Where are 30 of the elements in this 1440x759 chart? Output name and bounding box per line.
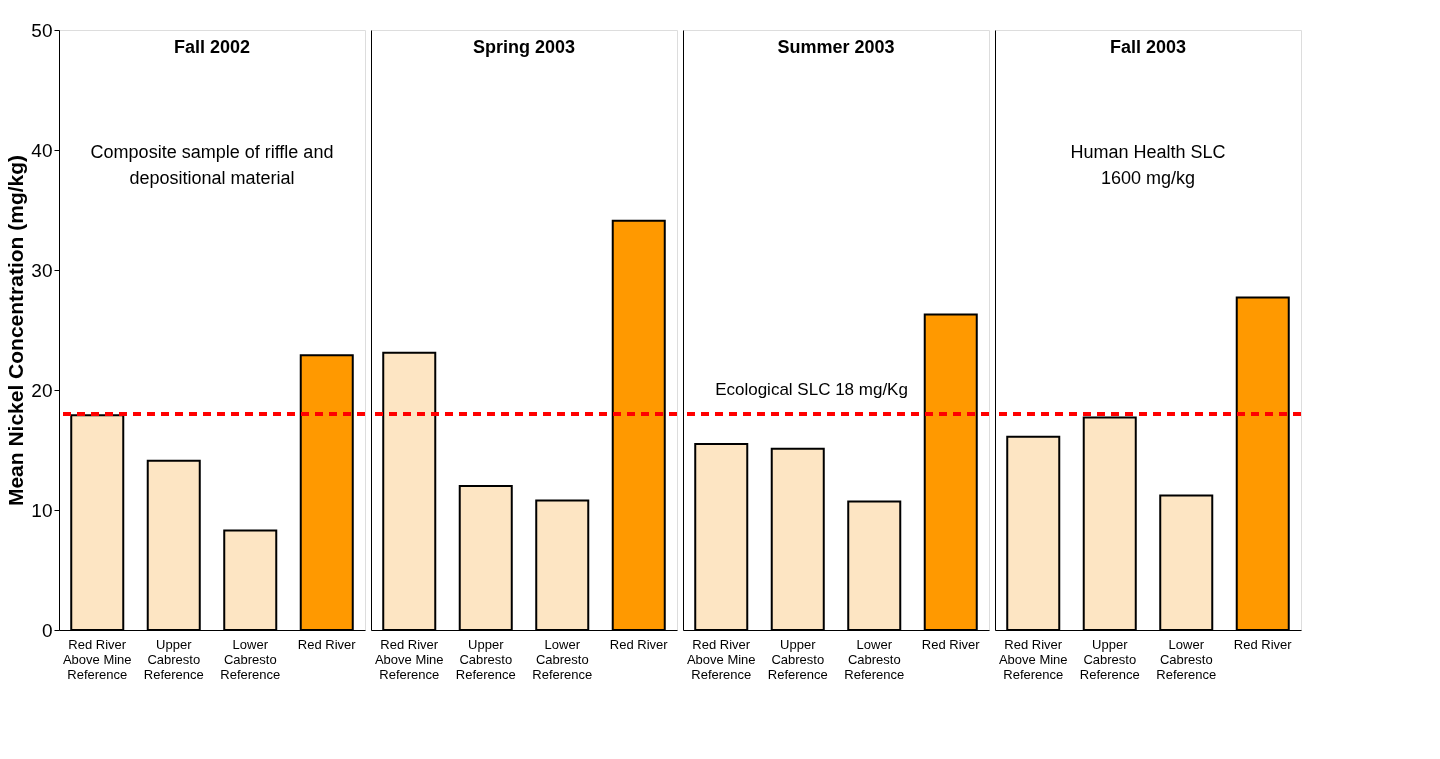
x-tick-label: Upper Cabresto Reference <box>455 636 516 682</box>
chart-title: Fall 2002 <box>173 37 251 57</box>
y-tick-label: 50 <box>31 19 53 41</box>
x-tick-label: Red River Above Mine Reference <box>374 636 444 682</box>
x-tick-label: Red River <box>297 636 357 652</box>
annotation: Composite sample of riffle and depositional material <box>90 142 334 188</box>
annotation: Human Health SLC 1600 mg/kg <box>1070 142 1226 188</box>
ref-line-label: Ecological SLC 18 mg/Kg <box>715 380 908 399</box>
x-tick-label: Red River Above Mine Reference <box>998 636 1068 682</box>
x-tick-label: Lower Cabresto Reference <box>1156 636 1217 682</box>
y-axis-title: Mean Nickel Concentration (mg/kg) <box>4 154 28 507</box>
x-tick-label: Red River <box>1233 636 1293 652</box>
x-tick-label: Lower Cabresto Reference <box>532 636 593 682</box>
x-tick-label: Upper Cabresto Reference <box>1079 636 1140 682</box>
chart-title: Fall 2003 <box>1109 37 1187 57</box>
chart-title: Spring 2003 <box>472 37 576 57</box>
x-tick-label: Lower Cabresto Reference <box>220 636 281 682</box>
x-tick-label: Red River <box>921 636 981 652</box>
y-tick-label: 10 <box>31 499 53 521</box>
x-tick-label: Upper Cabresto Reference <box>767 636 828 682</box>
x-tick-label: Red River Above Mine Reference <box>686 636 756 682</box>
x-tick-label: Lower Cabresto Reference <box>844 636 905 682</box>
y-tick-label: 0 <box>41 619 53 641</box>
x-tick-label: Upper Cabresto Reference <box>143 636 204 682</box>
y-tick-label: 40 <box>31 139 53 161</box>
y-tick-label: 20 <box>31 379 53 401</box>
x-tick-label: Red River <box>609 636 669 652</box>
y-tick-label: 30 <box>31 259 53 281</box>
chart-title: Summer 2003 <box>777 37 895 57</box>
x-tick-label: Red River Above Mine Reference <box>62 636 132 682</box>
